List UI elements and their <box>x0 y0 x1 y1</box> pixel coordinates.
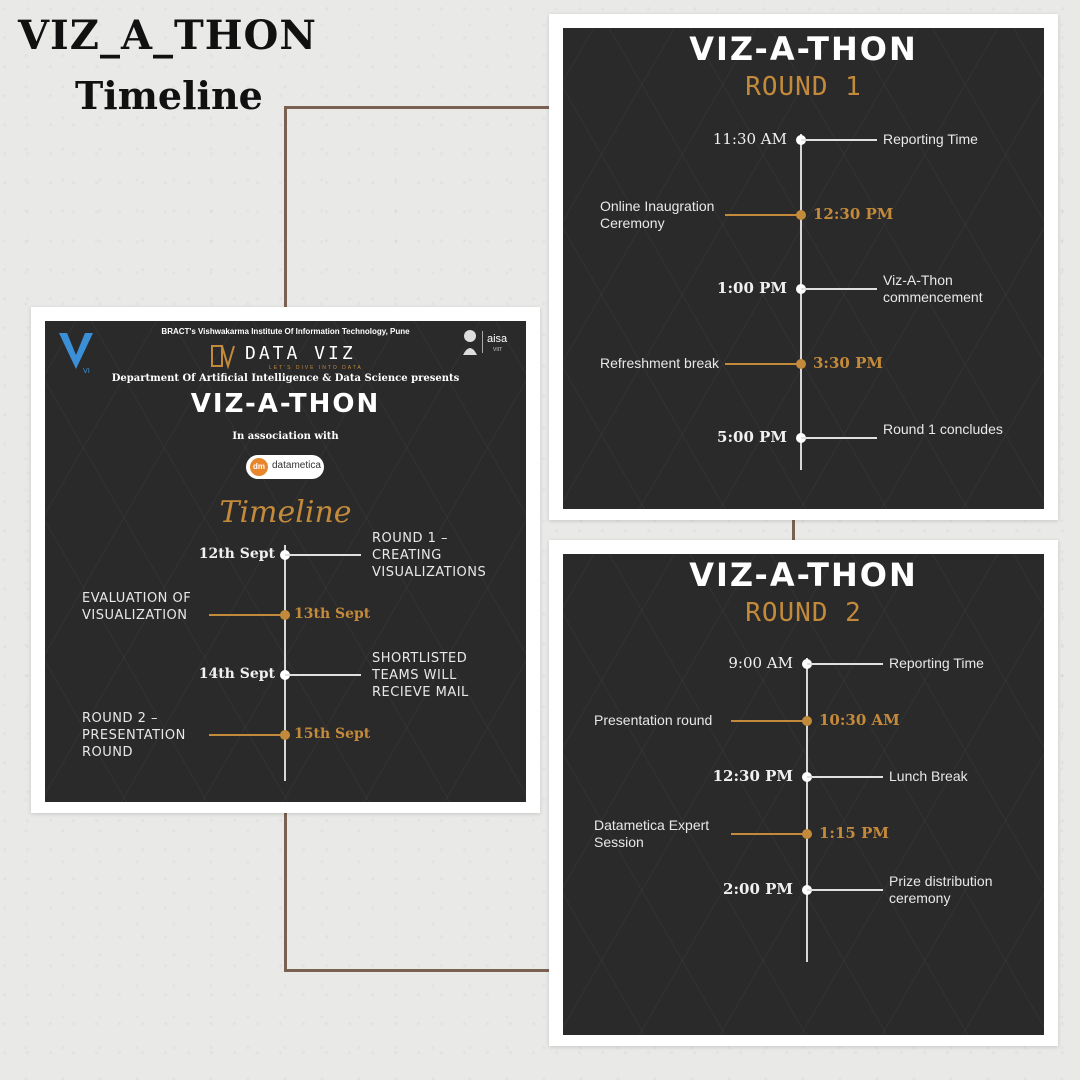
main-connector <box>209 734 285 736</box>
round1-time: 3:30 PM <box>813 353 883 372</box>
round2-label: Prize distribution ceremony <box>889 873 993 906</box>
round1-connector <box>801 139 877 141</box>
round2-label: Reporting Time <box>889 655 984 671</box>
round2-connector <box>807 663 883 665</box>
main-dot <box>280 730 290 740</box>
main-date: 12th Sept <box>198 546 275 562</box>
round1-heading: ROUND 1 <box>745 72 862 102</box>
round2-connector <box>807 776 883 778</box>
dataviz-logo-icon <box>211 345 235 369</box>
round2-dot <box>802 715 812 726</box>
round2-timeline-axis <box>806 658 808 962</box>
connector-line-middle <box>792 516 795 542</box>
main-dot <box>280 610 290 620</box>
round2-connector <box>731 832 807 835</box>
main-label: ROUND 2 – PRESENTATION ROUND <box>82 711 186 760</box>
round2-time: 9:00 AM <box>728 654 793 672</box>
aisa-divider <box>482 331 483 353</box>
round1-connector <box>801 437 877 439</box>
main-label: SHORTLISTED TEAMS WILL RECIEVE MAIL <box>372 651 469 700</box>
round2-event-title: VIZ-A-THON <box>689 556 918 594</box>
institute-name: BRACT's Vishwakarma Institute Of Informa… <box>161 327 410 336</box>
round2-heading: ROUND 2 <box>745 598 862 628</box>
department-text: Department Of Artificial Intelligence & … <box>111 373 460 384</box>
aisa-sub: VIIT <box>493 347 503 353</box>
round1-dot <box>796 209 806 220</box>
round1-label: Online Inaugration Ceremony <box>600 197 715 231</box>
round2-label: Lunch Break <box>889 768 968 784</box>
main-date: 13th Sept <box>294 606 371 622</box>
brand-tagline: LET'S DIVE INTO DATA <box>269 365 363 371</box>
round1-timeline-axis <box>800 134 802 470</box>
round1-connector <box>725 213 801 216</box>
round2-label: Datametica Expert Session <box>594 816 710 850</box>
connector-line-top <box>284 106 552 316</box>
main-date: 14th Sept <box>198 666 275 682</box>
timeline-title: Timeline <box>219 495 352 530</box>
partner-logo: dm datametica <box>246 455 324 479</box>
round1-label: Viz-A-Thon commencement <box>883 272 983 305</box>
round2-connector <box>731 719 807 722</box>
main-label: ROUND 1 – CREATING VISUALIZATIONS <box>372 531 487 580</box>
main-timeline-axis <box>284 545 286 781</box>
main-event-title: VIZ-A-THON <box>190 389 381 419</box>
round2-time: 10:30 AM <box>819 710 900 729</box>
main-connector <box>209 614 285 616</box>
round1-label: Round 1 concludes <box>883 421 1003 437</box>
round1-dot <box>796 358 806 369</box>
partner-name: datametica <box>272 460 321 471</box>
main-label: EVALUATION OF VISUALIZATION <box>82 591 192 623</box>
round2-panel: VIZ-A-THON ROUND 2 9:00 AM Reporting Time… <box>563 554 1044 1035</box>
vit-logo-icon: VI <box>59 333 93 375</box>
round2-time: 2:00 PM <box>723 880 793 898</box>
association-text: In association with <box>232 431 339 442</box>
round2-time: 12:30 PM <box>712 767 793 785</box>
round2-dot <box>802 828 812 839</box>
round1-time: 11:30 AM <box>712 130 787 148</box>
round2-connector <box>807 889 883 891</box>
round1-label: Refreshment break <box>600 354 720 371</box>
aisa-name: aisa <box>487 333 508 345</box>
svg-text:VI: VI <box>83 367 90 375</box>
round1-time: 5:00 PM <box>717 428 787 446</box>
brand-name: DATA VIZ <box>245 343 356 364</box>
round1-label: Reporting Time <box>883 131 978 147</box>
aisa-logo-icon <box>463 330 477 355</box>
main-connector <box>285 674 361 676</box>
round1-event-title: VIZ-A-THON <box>689 30 918 68</box>
round1-connector <box>725 362 801 365</box>
round2-label: Presentation round <box>594 711 713 728</box>
page-subtitle: Timeline <box>75 73 263 118</box>
main-poster: BRACT's Vishwakarma Institute Of Informa… <box>45 321 526 802</box>
round1-panel: VIZ-A-THON ROUND 1 11:30 AM Reporting Tim… <box>563 28 1044 509</box>
connector-line-bottom <box>284 806 552 972</box>
main-connector <box>285 554 361 556</box>
partner-mark-icon: dm <box>250 458 268 476</box>
round1-time: 12:30 PM <box>813 204 894 223</box>
round1-time: 1:00 PM <box>717 279 787 297</box>
round2-time: 1:15 PM <box>819 823 889 842</box>
round1-connector <box>801 288 877 290</box>
main-date: 15th Sept <box>294 726 371 742</box>
page-title: VIZ_A_THON <box>18 12 317 59</box>
